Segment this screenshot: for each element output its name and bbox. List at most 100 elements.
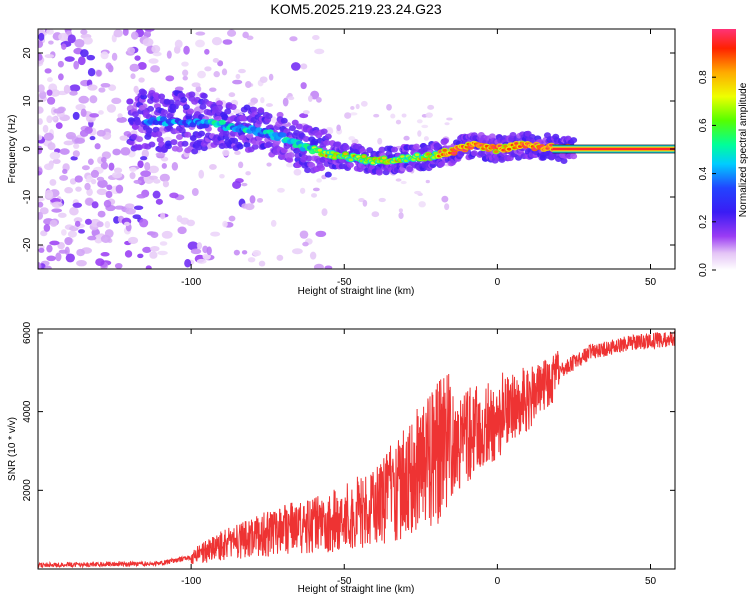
spectrogram-cell <box>362 199 368 207</box>
spectrogram-cell <box>289 36 298 42</box>
spectrogram-cell <box>73 60 80 70</box>
spectrogram-cell <box>72 202 83 208</box>
spectrogram-cell <box>398 212 404 220</box>
spectrogram-cell <box>94 143 101 150</box>
spectrogram-cell <box>106 184 113 190</box>
spectrogram-cell <box>386 103 392 111</box>
spectrogram-cell <box>228 215 236 222</box>
spectrogram-cell <box>375 169 383 176</box>
spectrogram-cell <box>232 180 242 189</box>
spectrogram-cell <box>170 139 178 146</box>
spectrogram-cell <box>39 207 49 215</box>
spectrogram-cell <box>174 99 182 106</box>
spectrogram-cell <box>271 116 277 123</box>
spectrogram-cell <box>422 157 427 161</box>
snr-ytick-label: 4000 <box>22 400 33 423</box>
spectrogram-cell <box>105 190 113 199</box>
spectrogram-cell <box>89 113 100 118</box>
spectrogram-cell <box>348 136 356 141</box>
spectrogram-cell <box>390 146 398 153</box>
spectrogram-cell <box>144 29 155 32</box>
snr-ticks: -100 -50 0 50 2000 4000 6000 <box>22 321 675 587</box>
spectrogram-cell <box>130 73 136 80</box>
spectrogram-cell <box>159 116 168 122</box>
spectrogram-cell <box>38 32 45 41</box>
spectrogram-cell <box>182 104 190 111</box>
spectrogram-cell <box>221 114 229 121</box>
spectrogram-cell <box>133 179 142 184</box>
spectrogram-cell <box>103 199 112 208</box>
spectrogram-cell <box>59 175 69 181</box>
spectrogram-cell <box>241 250 248 255</box>
spectrogram-cell <box>57 212 67 218</box>
spectrogram-cell <box>137 62 147 70</box>
spectrogram-cell <box>100 252 110 257</box>
spectrogram-cell <box>315 230 327 238</box>
spectrogram-cell <box>321 208 328 216</box>
spectrogram-cell <box>228 92 236 98</box>
spectrogram-cell <box>42 124 49 133</box>
spectrogram-cell <box>139 218 149 228</box>
spectrogram-cell <box>305 155 313 162</box>
spectrogram-cell <box>498 156 506 163</box>
chart-title: KOM5.2025.219.23.24.G23 <box>270 1 441 17</box>
spectrogram-cell <box>421 124 429 129</box>
spectrogram-cell <box>47 77 53 83</box>
spectrogram-cell <box>323 139 331 146</box>
spectrogram-cell <box>343 152 348 156</box>
spectrogram-cell <box>155 152 166 157</box>
colorbar-tick-label: 0.0 <box>698 263 709 277</box>
spectrogram-cell <box>287 152 295 159</box>
spectrogram-cell <box>360 100 368 107</box>
spectrogram-cell <box>82 36 93 45</box>
spectrogram-cell <box>514 142 519 145</box>
spectrogram-cell <box>250 106 258 113</box>
spectrogram-cell <box>112 148 121 156</box>
spectrogram-cell <box>222 130 230 137</box>
spectrogram-cell <box>124 203 135 209</box>
spectrogram-cell <box>101 156 107 163</box>
spectrogram-cell <box>38 247 45 253</box>
spectrogram-xlabel: Height of straight line (km) <box>298 286 415 297</box>
spectrogram-cell <box>127 46 136 54</box>
spectrogram-cell <box>346 161 354 168</box>
spectrogram-cell <box>259 76 268 83</box>
spectrogram-cell <box>38 170 43 176</box>
spectrogram-cell <box>215 100 223 107</box>
spectrogram-cell <box>503 144 508 148</box>
spectrogram-cell <box>55 252 62 262</box>
spectrogram-cell <box>150 65 160 73</box>
spectrogram-cell <box>111 97 122 105</box>
spectrogram-cell <box>302 135 310 142</box>
spectrogram-cell <box>75 186 82 192</box>
spectrogram-cell <box>218 119 226 125</box>
spectrogram-cell <box>47 96 56 105</box>
spectrogram-cell <box>291 119 299 126</box>
spectrogram-cell <box>169 192 179 199</box>
spectrogram-cell <box>217 60 224 67</box>
spectrogram-cell <box>190 248 202 255</box>
spectrogram-cell <box>74 38 85 48</box>
spectrogram-cell <box>213 71 220 78</box>
spectrogram-cell <box>350 106 355 110</box>
spectrogram-cell <box>72 111 80 121</box>
spectrogram-cell <box>150 245 160 252</box>
spectrogram-cell <box>295 123 303 130</box>
spectrogram-cell <box>160 109 168 116</box>
spectrogram-cell <box>304 167 312 174</box>
spectrogram-cell <box>204 66 212 72</box>
spectrogram-xtick-label: -100 <box>181 277 201 288</box>
spectrogram-cell <box>251 143 259 150</box>
spectrogram-cell <box>43 163 54 171</box>
spectrogram-cell <box>175 133 183 140</box>
spectrogram-cell <box>241 182 248 187</box>
spectrogram-cell <box>373 113 380 118</box>
snr-xtick-label: -50 <box>337 576 352 587</box>
spectrogram-cell <box>174 86 184 92</box>
snr-ytick-label: 6000 <box>22 321 33 344</box>
spectrogram-cell <box>222 220 228 228</box>
spectrogram-cell <box>293 168 302 176</box>
spectrogram-cell <box>136 194 147 199</box>
snr-xtick-label: 50 <box>645 576 657 587</box>
